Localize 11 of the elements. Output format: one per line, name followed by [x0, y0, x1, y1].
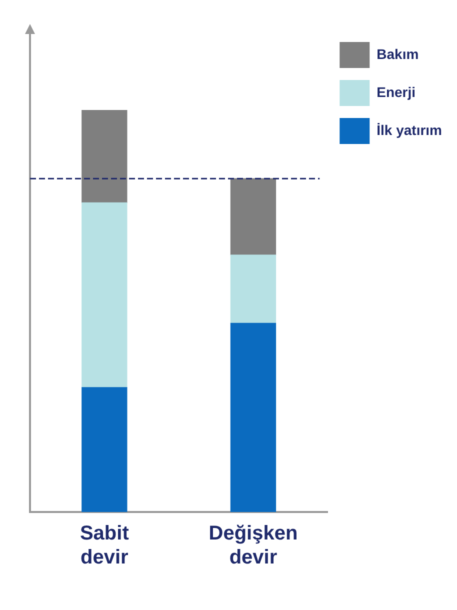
bar [82, 387, 128, 512]
legend-label: Bakım [376, 46, 419, 62]
x-tick-label: Sabit devir [80, 522, 130, 569]
legend-label: Enerji [376, 84, 416, 100]
x-tick-label: Değişken devir [208, 522, 298, 569]
bar [230, 254, 276, 324]
bar [82, 110, 128, 204]
bar [230, 322, 276, 512]
legend-label: İlk yatırım [376, 122, 442, 138]
bar [230, 178, 276, 256]
bar [82, 202, 128, 388]
